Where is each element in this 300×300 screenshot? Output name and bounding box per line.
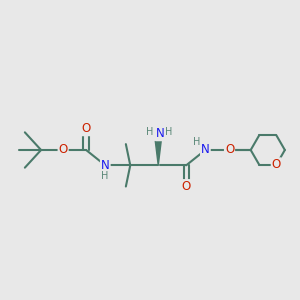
Text: N: N [201,143,210,157]
Text: O: O [225,143,234,157]
Text: H: H [101,172,108,182]
Text: H: H [165,127,172,137]
Text: O: O [58,143,68,157]
Polygon shape [155,141,161,165]
Text: O: O [272,158,281,171]
Text: O: O [182,180,191,193]
Text: H: H [146,127,154,137]
Text: N: N [156,127,165,140]
Text: O: O [82,122,91,135]
Text: H: H [194,137,201,147]
Text: N: N [101,159,110,172]
